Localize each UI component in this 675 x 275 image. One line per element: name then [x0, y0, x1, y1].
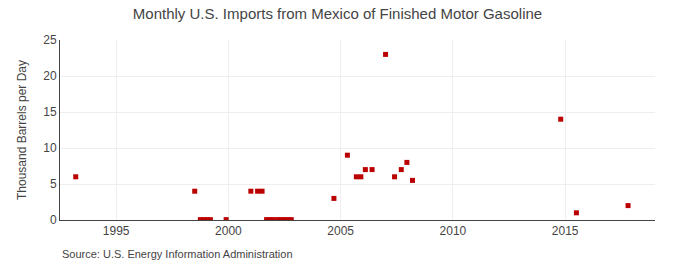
svg-text:15: 15 [43, 105, 57, 119]
svg-text:Thousand Barrels per Day: Thousand Barrels per Day [15, 60, 29, 200]
svg-text:5: 5 [50, 177, 57, 191]
svg-text:Source: U.S. Energy Informatio: Source: U.S. Energy Information Administ… [62, 248, 293, 260]
svg-text:Monthly U.S. Imports from Mexi: Monthly U.S. Imports from Mexico of Fini… [133, 5, 542, 22]
svg-text:2015: 2015 [552, 224, 579, 238]
svg-text:2005: 2005 [327, 224, 354, 238]
svg-text:2000: 2000 [215, 224, 242, 238]
svg-text:1995: 1995 [103, 224, 130, 238]
svg-text:2010: 2010 [440, 224, 467, 238]
svg-text:0: 0 [50, 213, 57, 227]
svg-text:25: 25 [43, 33, 57, 47]
svg-text:20: 20 [43, 69, 57, 83]
svg-text:10: 10 [43, 141, 57, 155]
